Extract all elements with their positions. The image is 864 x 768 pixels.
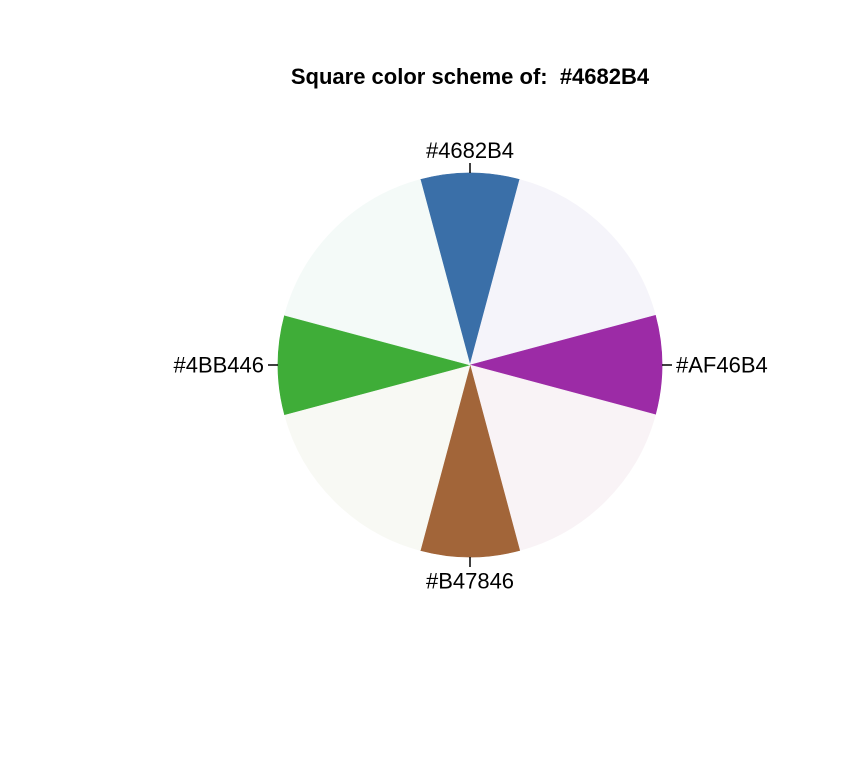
pie-slice bbox=[419, 172, 521, 367]
slice-label: #4BB446 bbox=[173, 353, 264, 378]
labels-group: #4682B4 #AF46B4 #B47846 #4BB446 bbox=[173, 138, 767, 594]
chart-title: Square color scheme of: #4682B4 bbox=[290, 64, 650, 89]
pie-slice bbox=[468, 314, 663, 416]
slice-label: #AF46B4 bbox=[676, 353, 768, 378]
pie-slice bbox=[469, 364, 656, 551]
pie-slice bbox=[277, 314, 472, 416]
pie-slice bbox=[419, 363, 521, 558]
slice-label: #4682B4 bbox=[426, 138, 514, 163]
pie-slice bbox=[284, 179, 471, 366]
pie-slice bbox=[469, 179, 656, 366]
pie-slice bbox=[284, 364, 471, 551]
slice-label: #B47846 bbox=[426, 569, 514, 594]
slices-group bbox=[277, 172, 663, 558]
